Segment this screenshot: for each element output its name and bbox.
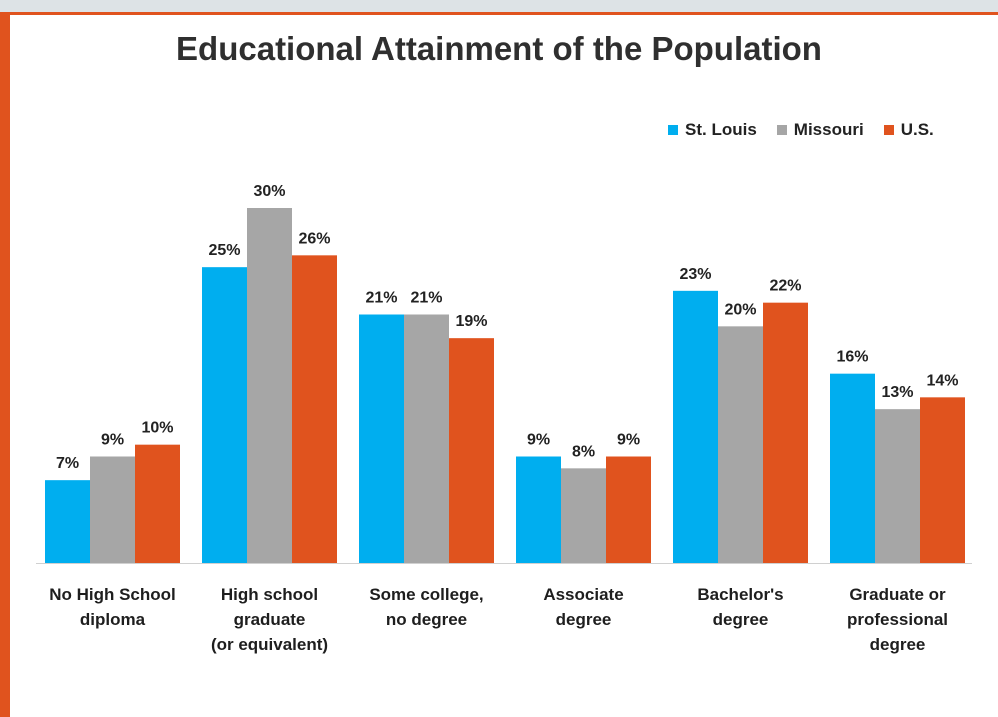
data-label: 10%: [141, 420, 173, 437]
data-label: 20%: [724, 301, 756, 318]
chart-frame: [0, 12, 998, 717]
legend-item-st-louis: St. Louis: [668, 120, 757, 140]
data-label: 19%: [455, 313, 487, 330]
data-label: 7%: [56, 455, 79, 472]
bar-missouri-2: [404, 314, 449, 563]
legend-label-missouri: Missouri: [793, 120, 864, 139]
category-label: Graduate or professional degree: [847, 585, 948, 654]
data-label: 22%: [769, 278, 801, 295]
bar-u-s-1: [292, 255, 337, 564]
bar-missouri-5: [875, 409, 920, 563]
bar-u-s-0: [135, 444, 180, 563]
bar-u-s-3: [606, 456, 651, 563]
bar-missouri-3: [561, 468, 606, 563]
data-label: 8%: [572, 443, 595, 460]
bar-st-louis-0: [45, 480, 90, 563]
chart-legend: St. Louis Missouri U.S.: [668, 120, 934, 140]
bar-st-louis-2: [359, 314, 404, 563]
data-label: 23%: [679, 266, 711, 283]
legend-swatch-missouri: [776, 125, 787, 135]
category-label: Bachelor's degree: [697, 585, 783, 629]
bar-missouri-0: [90, 456, 135, 563]
bar-st-louis-5: [830, 373, 875, 563]
bar-st-louis-1: [202, 267, 247, 563]
bar-missouri-1: [247, 208, 292, 563]
category-label: Associate degree: [543, 585, 623, 629]
legend-item-us: U.S.: [883, 120, 934, 140]
data-label: 26%: [298, 230, 330, 247]
data-label: 9%: [527, 432, 550, 449]
legend-item-missouri: Missouri: [776, 120, 864, 140]
data-label: 9%: [101, 432, 124, 449]
data-label: 21%: [410, 290, 442, 307]
legend-label-st-louis: St. Louis: [685, 120, 757, 139]
category-label: Some college, no degree: [369, 585, 483, 629]
category-label: No High School diploma: [49, 585, 176, 629]
legend-label-us: U.S.: [900, 120, 934, 139]
legend-swatch-us: [883, 125, 894, 135]
bar-u-s-5: [920, 397, 965, 563]
bar-u-s-4: [763, 302, 808, 563]
chart-title: Educational Attainment of the Population: [176, 30, 822, 67]
category-label: High school graduate (or equivalent): [211, 585, 328, 654]
legend-swatch-st-louis: [668, 125, 678, 135]
bar-st-louis-3: [516, 456, 561, 563]
data-label: 16%: [836, 349, 868, 366]
data-label: 9%: [617, 432, 640, 449]
bar-st-louis-4: [673, 290, 718, 563]
data-label: 25%: [208, 242, 240, 259]
data-label: 13%: [881, 384, 913, 401]
data-label: 21%: [365, 290, 397, 307]
bar-u-s-2: [449, 338, 494, 563]
data-label: 30%: [253, 183, 285, 200]
data-label: 14%: [926, 372, 958, 389]
bar-missouri-4: [718, 326, 763, 563]
